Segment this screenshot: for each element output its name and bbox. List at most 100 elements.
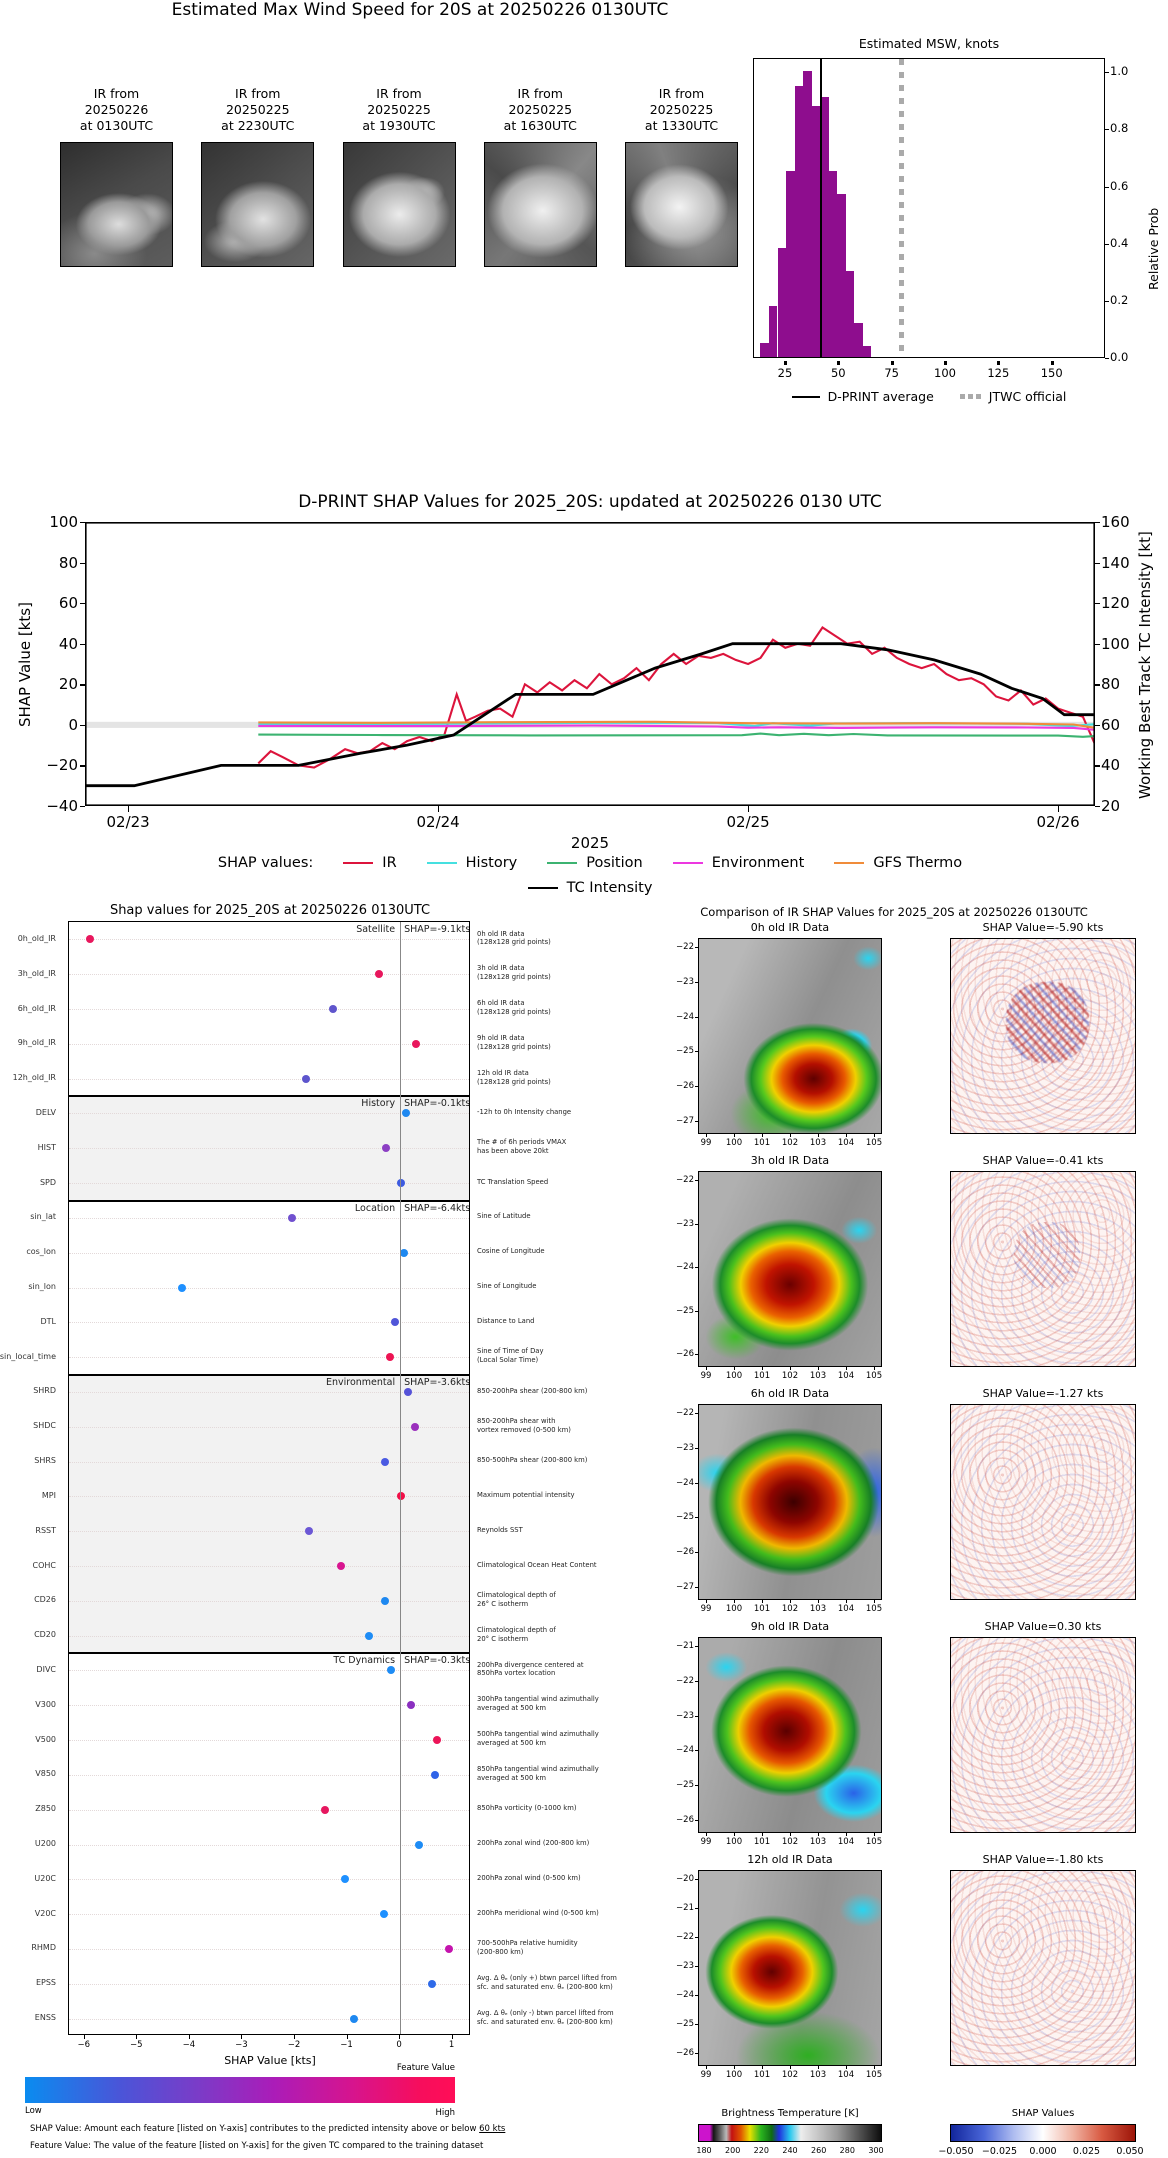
shap-dot (385, 1353, 394, 1362)
timeseries-legend-label: Environment (711, 855, 805, 871)
dotplot-xtick-label: −2 (287, 2040, 301, 2050)
feature-description: Climatological Ocean Heat Content (477, 1560, 597, 1569)
feature-description: 9h old IR data (128x128 grid points) (477, 1034, 551, 1051)
ir-ytick-mark (695, 1587, 698, 1588)
histogram-ytick-mark (1105, 243, 1109, 245)
row-guide-line (69, 1705, 469, 1707)
ir-xtick-label: 102 (781, 2070, 799, 2080)
feature-description: 3h old IR data (128x128 grid points) (477, 964, 551, 982)
feature-description: Sine of Latitude (477, 1212, 531, 1221)
row-guide-line (69, 1078, 469, 1080)
dotted-swatch-square (959, 394, 965, 399)
timeseries-legend-item: Environment (672, 855, 805, 871)
ytick-mark-right (1095, 806, 1100, 808)
ir-ytick-mark (695, 1785, 698, 1787)
footnote-threshold: 60 kts (479, 2124, 506, 2134)
ytick-mark-right (1095, 522, 1100, 524)
colorbar-tick-label: 0.000 (1029, 2146, 1057, 2157)
shap-map-image (950, 1637, 1136, 1833)
ir-xtick-mark (818, 1367, 819, 1370)
feature-description: TC Translation Speed (477, 1177, 549, 1186)
timeseries-xtick-label: 02/26 (1036, 813, 1080, 831)
ir-ytick-mark (695, 1552, 698, 1554)
section-shap-total: SHAP=-9.1kts (404, 924, 470, 935)
timeseries-title: D-PRINT SHAP Values for 2025_20S: update… (298, 492, 882, 512)
timeseries-xtick-label: 02/24 (416, 813, 460, 831)
timeseries-legend-label: History (465, 855, 518, 871)
dotplot-row (69, 992, 469, 1027)
ir-thumbnail-image (201, 142, 315, 267)
ir-ytick-label: −23 (676, 1710, 694, 1721)
row-guide-line (69, 1566, 469, 1568)
timeseries-legend-item: TC Intensity (527, 880, 652, 896)
histogram-legend-label: JTWC official (988, 389, 1067, 404)
histogram-xtick-mark (944, 361, 947, 365)
histogram-bar (845, 271, 856, 357)
ir-ytick-label: −21 (676, 1641, 694, 1651)
feature-description: 6h old IR data (128x128 grid points) (477, 999, 551, 1017)
timeseries-legend-caption: SHAP values: (217, 855, 314, 871)
feature-description: Climatological depth of 26° C isotherm (477, 1591, 556, 1608)
page-title: Estimated Max Wind Speed for 20S at 2025… (171, 0, 669, 20)
section-shap-total: SHAP=-6.4kts (404, 1202, 470, 1214)
feature-description: Maximum potential intensity (477, 1490, 575, 1499)
row-guide-line (69, 2018, 469, 2020)
histogram-xtick-mark (890, 361, 894, 365)
ir-thumbnail: IR from 20250225 at 2230UTC (201, 86, 315, 267)
ir-ytick-label: −26 (676, 1349, 694, 1359)
footnote-shap-value: SHAP Value: Amount each feature [listed … (30, 2124, 930, 2134)
ir-thumbnail-image (625, 142, 738, 267)
dotplot-row (69, 1409, 469, 1445)
ir-xtick-mark (846, 1833, 847, 1836)
ir-thumbnail-caption: IR from 20250226 at 0130UTC (79, 86, 154, 133)
colorbar-tick-label: 280 (839, 2146, 855, 2155)
ir-xtick-label: 105 (865, 2070, 883, 2080)
dotplot-row (69, 1270, 469, 1305)
feature-label: 6h_old_IR (17, 1003, 56, 1013)
section-shap-total: SHAP=-3.6kts (404, 1376, 470, 1388)
dotplot-row (69, 1758, 469, 1793)
legend-swatch-gfs-thermo (834, 862, 865, 864)
timeseries-legend-item: History (426, 855, 518, 871)
feature-label: CD26 (34, 1595, 56, 1605)
shap-dot (374, 970, 383, 979)
section-separator (69, 1652, 469, 1655)
dotplot-xtick-mark (241, 2035, 243, 2039)
legend-swatch-environment (672, 862, 703, 864)
row-guide-line (69, 1391, 469, 1393)
ir-xtick-mark (734, 1367, 735, 1370)
shap-dot (390, 1318, 399, 1327)
dprint-average-swatch (791, 395, 820, 398)
histogram-xtick-mark (784, 361, 787, 365)
colorbar-tick-label: 220 (753, 2146, 769, 2155)
dotplot-xtick-label: −3 (235, 2040, 248, 2050)
timeseries-ytick-left: 100 (49, 513, 78, 531)
legend-swatch-tc-intensity (527, 887, 558, 889)
ir-ytick-mark (695, 1086, 698, 1088)
ir-xtick-mark (818, 1134, 819, 1137)
histogram-ytick-label: 0.0 (1110, 350, 1129, 364)
row-guide-line (69, 1461, 469, 1463)
timeseries-xlabel: 2025 (570, 834, 610, 852)
ir-xtick-label: 102 (781, 1138, 799, 1148)
timeseries-ytick-right: 120 (1101, 594, 1130, 613)
shap-dot (430, 1770, 439, 1779)
feature-label: sin_lat (30, 1212, 56, 1222)
feature-label: SHRS (34, 1456, 56, 1466)
feature-description: 200hPa zonal wind (0-500 km) (477, 1873, 581, 1882)
ir-ytick-label: −26 (676, 2048, 694, 2058)
colorbar-tick-label: 200 (725, 2146, 741, 2155)
section-shap-total: SHAP=-0.3kts (404, 1655, 470, 1667)
ir-thumbnail: IR from 20250225 at 1330UTC (625, 86, 738, 267)
legend-swatch-ir (343, 862, 374, 864)
ir-ytick-label: −27 (676, 1116, 694, 1126)
ir-ytick-label: −22 (676, 1408, 694, 1418)
ir-xtick-mark (818, 1600, 819, 1603)
row-guide-line (69, 1531, 469, 1533)
timeseries-ytick-right: 100 (1101, 634, 1130, 653)
jtwc-official-swatch (959, 394, 981, 399)
ytick-mark-right (1095, 643, 1100, 646)
dotplot-xtick-mark (451, 2035, 453, 2039)
row-guide-line (69, 1183, 469, 1185)
ir-ytick-label: −27 (676, 1582, 694, 1592)
